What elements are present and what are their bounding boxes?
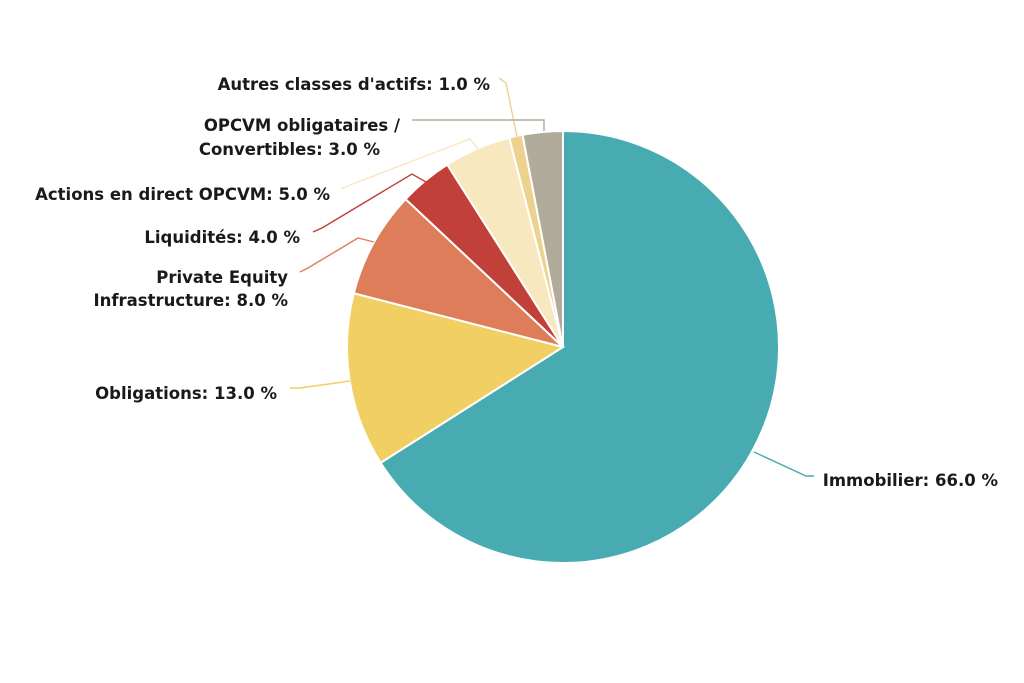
pie-slices bbox=[346, 129, 781, 564]
leader-line bbox=[753, 451, 814, 477]
leader-line bbox=[412, 119, 545, 131]
slice-label: Autres classes d'actifs: 1.0 % bbox=[218, 75, 491, 94]
leader-line bbox=[498, 77, 518, 138]
slice-label: Private Equity Infrastructure: 8.0 % bbox=[93, 268, 288, 310]
slice-label: Actions en direct OPCVM: 5.0 % bbox=[35, 185, 330, 204]
slice-labels: Immobilier: 66.0 % Obligations: 13.0 % Pri… bbox=[35, 75, 998, 490]
leader-lines bbox=[290, 77, 814, 477]
leader-line bbox=[312, 173, 427, 233]
slice-label: Immobilier: 66.0 % bbox=[823, 471, 999, 490]
slice-label: Obligations: 13.0 % bbox=[95, 384, 277, 403]
pie-slice-opcvm-obligataires-convertibles bbox=[521, 129, 564, 348]
slice-label: OPCVM obligataires / Convertibles: 3.0 % bbox=[199, 116, 401, 159]
leader-line bbox=[299, 237, 375, 273]
slice-label: Liquidités: 4.0 % bbox=[144, 228, 300, 247]
leader-line bbox=[290, 380, 351, 389]
leader-line bbox=[340, 138, 479, 190]
pie-slice-immobilier bbox=[379, 129, 781, 564]
pie-slice-private-equity-infrastructure bbox=[352, 197, 564, 348]
